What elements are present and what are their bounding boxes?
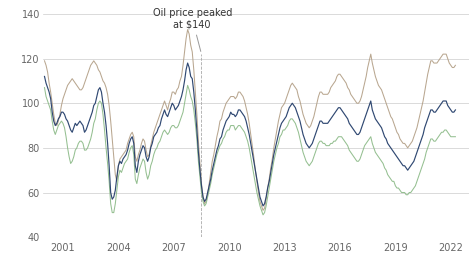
Text: Oil price peaked
at $140: Oil price peaked at $140 xyxy=(153,8,232,51)
